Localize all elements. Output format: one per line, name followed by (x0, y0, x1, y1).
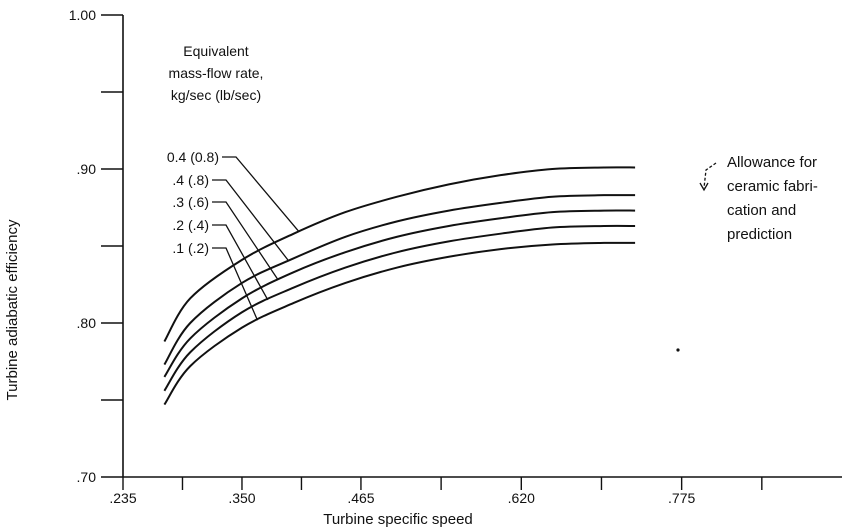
y-tick-label: .80 (77, 315, 97, 331)
annotation-line-2: ceramic fabri- (727, 178, 818, 195)
allowance-annotation: Allowance for ceramic fabri- cation and … (699, 154, 818, 243)
leader-lines (212, 156, 300, 321)
ticks (101, 14, 763, 490)
series-label: 0.4 (0.8) (167, 149, 219, 165)
annotation-line-3: cation and (727, 202, 796, 219)
y-tick-label: 1.00 (69, 7, 96, 23)
x-axis-title: Turbine specific speed (323, 511, 473, 528)
y-tick-label: .90 (77, 161, 97, 177)
x-tick-label: .775 (668, 490, 695, 506)
legend-title: Equivalent mass-flow rate, kg/sec (lb/se… (169, 43, 264, 103)
x-tick-label: .350 (228, 490, 255, 506)
series-line (163, 194, 636, 366)
leader-line (222, 156, 300, 232)
leader-line (212, 247, 259, 321)
x-tick-label: .620 (508, 490, 535, 506)
tick-labels: .70 .80 .90 1.00 .235 .350 .465 .620 .775 (69, 7, 696, 506)
series-lines (163, 166, 636, 406)
legend-title-line-1: Equivalent (183, 43, 248, 59)
series-label: .3 (.6) (172, 194, 209, 210)
series-line (163, 209, 636, 378)
legend-title-line-2: mass-flow rate, (169, 65, 264, 81)
annotation-line-1: Allowance for (727, 154, 817, 171)
series-label: .4 (.8) (172, 172, 209, 188)
leader-line (212, 201, 279, 281)
series-line (163, 224, 636, 392)
allowance-arrow-head (699, 182, 709, 192)
series-line (163, 166, 636, 342)
series-labels: 0.4 (0.8) .4 (.8) .3 (.6) .2 (.4) .1 (.2) (167, 149, 219, 256)
axes (122, 15, 842, 478)
series-line (163, 241, 636, 406)
series-label: .1 (.2) (172, 240, 209, 256)
y-axis-title: Turbine adiabatic efficiency (4, 219, 21, 400)
y-tick-label: .70 (77, 469, 97, 485)
annotation-line-4: prediction (727, 226, 792, 243)
allowance-bracket (703, 162, 717, 189)
series-label: .2 (.4) (172, 217, 209, 233)
x-tick-label: .465 (347, 490, 374, 506)
leader-line (212, 224, 269, 301)
x-tick-label: .235 (109, 490, 136, 506)
legend-title-line-3: kg/sec (lb/sec) (171, 87, 261, 103)
stray-dot (676, 348, 680, 352)
leader-line (212, 179, 290, 262)
